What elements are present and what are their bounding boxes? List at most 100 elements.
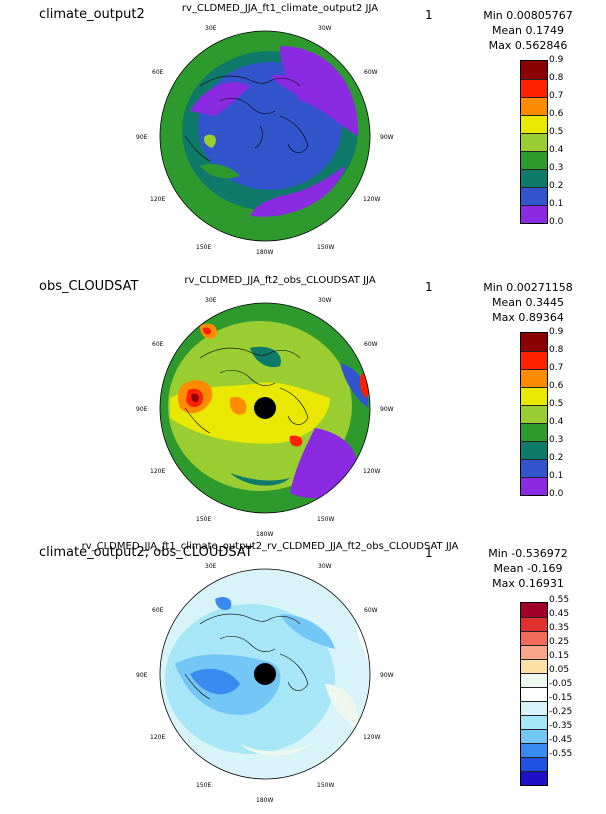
colorbar-label: -0.35 — [549, 721, 573, 731]
colorbar-label: -0.55 — [549, 749, 573, 759]
panel-center-title: rv_CLDMED_JJA_ft1_climate_output2 JJA — [181, 3, 379, 14]
colorbar-swatch — [521, 659, 547, 673]
lon-label-120E: 120E — [150, 196, 165, 203]
colorbar-swatch — [521, 701, 547, 715]
lon-label-60E: 60E — [152, 69, 164, 76]
colorbar-label: 0.5 — [549, 399, 564, 409]
colorbar-swatch — [521, 459, 547, 477]
lon-label-30W: 30W — [318, 297, 332, 304]
stat-min: Min -0.536972 — [488, 547, 568, 560]
panel-right-mark: 1 — [425, 8, 433, 22]
colorbar-swatch — [521, 729, 547, 743]
stat-min: Min 0.00805767 — [483, 9, 573, 22]
lon-label-150W: 150W — [317, 244, 334, 251]
panel-3: climate_output2; obs_CLOUDSAT rv_CLDMED_… — [0, 538, 606, 808]
lon-label-120W: 120W — [363, 468, 380, 475]
lon-label-90E: 90E — [136, 406, 148, 413]
lon-label-30W: 30W — [318, 563, 332, 570]
colorbar-swatch — [521, 645, 547, 659]
colorbar-swatch — [521, 477, 547, 495]
lon-label-150E: 150E — [196, 516, 211, 523]
lon-label-90W: 90W — [380, 672, 394, 679]
stat-max: Max 0.16931 — [492, 577, 564, 590]
panel-left-title: climate_output2; obs_CLOUDSAT — [39, 545, 253, 560]
panel-right-mark: 1 — [425, 280, 433, 294]
colorbar-label: 0.1 — [549, 199, 564, 209]
lon-label-90E: 90E — [136, 134, 148, 141]
lon-label-60E: 60E — [152, 341, 164, 348]
colorbar-label: -0.05 — [549, 679, 573, 689]
stat-mean: Mean 0.3445 — [492, 296, 564, 309]
panel-stats: Min 0.00271158 Mean 0.3445 Max 0.89364 — [478, 280, 578, 325]
lon-label-60W: 60W — [364, 341, 378, 348]
lon-label-60W: 60W — [364, 607, 378, 614]
colorbar-label: -0.15 — [549, 693, 573, 703]
stat-mean: Mean 0.1749 — [492, 24, 564, 37]
colorbar-swatch — [521, 169, 547, 187]
coastlines — [184, 75, 309, 162]
lon-label-30E: 30E — [205, 25, 217, 32]
colorbar — [520, 60, 548, 224]
colorbar-label: 0.3 — [549, 435, 564, 445]
colorbar — [520, 602, 548, 786]
colorbar-label: 0.4 — [549, 145, 564, 155]
colorbar-swatch — [521, 187, 547, 205]
stat-mean: Mean -0.169 — [493, 562, 563, 575]
stat-max: Max 0.89364 — [492, 311, 564, 324]
colorbar-swatch — [521, 673, 547, 687]
lon-label-180W: 180W — [256, 531, 273, 538]
colorbar-swatch — [521, 387, 547, 405]
lon-label-90W: 90W — [380, 134, 394, 141]
colorbar-swatch — [521, 61, 547, 79]
colorbar-label: 0.55 — [549, 595, 570, 605]
panel-1: climate_output2 rv_CLDMED_JJA_ft1_climat… — [0, 0, 606, 270]
colorbar-label: 0.0 — [549, 217, 564, 227]
colorbar-label: 0.4 — [549, 417, 564, 427]
panel-left-title: obs_CLOUDSAT — [39, 279, 139, 294]
lon-label-120W: 120W — [363, 734, 380, 741]
colorbar-swatch — [521, 369, 547, 387]
lon-label-90W: 90W — [380, 406, 394, 413]
colorbar-label: -0.25 — [549, 707, 573, 717]
colorbar-swatch — [521, 423, 547, 441]
colorbar-swatch — [521, 115, 547, 133]
lon-label-60E: 60E — [152, 607, 164, 614]
colorbar-swatch — [521, 97, 547, 115]
lon-label-150W: 150W — [317, 782, 334, 789]
colorbar-label: 0.9 — [549, 55, 564, 65]
lon-label-180W: 180W — [256, 797, 273, 804]
colorbar-label: 0.35 — [549, 623, 570, 633]
colorbar-swatch — [521, 631, 547, 645]
colorbar-swatch — [521, 771, 547, 785]
colorbar-swatch — [521, 617, 547, 631]
colorbar-swatch — [521, 603, 547, 617]
colorbar-label: 0.45 — [549, 609, 570, 619]
colorbar-label: 0.8 — [549, 345, 564, 355]
lon-label-30W: 30W — [318, 25, 332, 32]
lon-label-60W: 60W — [364, 69, 378, 76]
polar-map: 30E 30W 60E 60W 90E 90W 120E 120W 150E 1… — [136, 297, 394, 538]
panel-stats: Min -0.536972 Mean -0.169 Max 0.16931 — [478, 546, 578, 591]
colorbar-label: 0.3 — [549, 163, 564, 173]
colorbar-label: -0.45 — [549, 735, 573, 745]
lon-label-180W: 180W — [256, 249, 273, 256]
colorbar-label: 0.6 — [549, 381, 564, 391]
colorbar-label: 0.7 — [549, 363, 564, 373]
colorbar-swatch — [521, 133, 547, 151]
stat-min: Min 0.00271158 — [483, 281, 573, 294]
colorbar-label: 0.25 — [549, 637, 570, 647]
colorbar-label: 0.2 — [549, 453, 564, 463]
lon-label-30E: 30E — [205, 563, 217, 570]
lon-label-150W: 150W — [317, 516, 334, 523]
lon-label-150E: 150E — [196, 244, 211, 251]
colorbar-label: 0.6 — [549, 109, 564, 119]
colorbar-swatch — [521, 333, 547, 351]
colorbar-swatch — [521, 441, 547, 459]
colorbar-swatch — [521, 757, 547, 771]
lon-label-30E: 30E — [205, 297, 217, 304]
colorbar-swatch — [521, 743, 547, 757]
colorbar-label: 0.8 — [549, 73, 564, 83]
colorbar-label: 0.7 — [549, 91, 564, 101]
panel-stats: Min 0.00805767 Mean 0.1749 Max 0.562846 — [478, 8, 578, 53]
lon-label-120E: 120E — [150, 734, 165, 741]
